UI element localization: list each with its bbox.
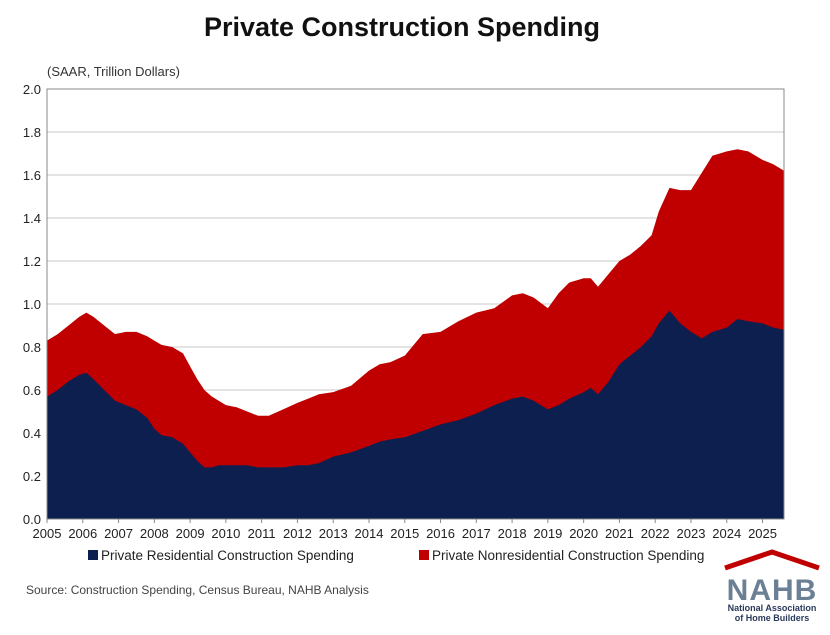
x-tick-label: 2010 — [211, 526, 240, 541]
y-tick-label: 1.8 — [23, 125, 41, 140]
x-tick-label: 2011 — [248, 526, 276, 541]
stacked-areas — [47, 149, 784, 519]
legend-item-nonresidential: Private Nonresidential Construction Spen… — [419, 548, 704, 563]
legend: Private Residential Construction Spendin… — [88, 548, 704, 563]
x-tick-label: 2015 — [390, 526, 419, 541]
x-tick-label: 2009 — [176, 526, 205, 541]
house-roof-icon — [724, 549, 820, 571]
logo-abbrev: NAHB — [727, 574, 818, 607]
x-axis-ticks: 2005 2006 2007 2008 2009 2010 2011 2012 2013 2014… — [33, 519, 777, 541]
logo-line-1: National Association — [728, 603, 817, 613]
y-tick-label: 2.0 — [23, 82, 41, 97]
y-tick-label: 0.4 — [23, 426, 41, 441]
x-tick-label: 2025 — [748, 526, 777, 541]
y-tick-label: 0.6 — [23, 383, 41, 398]
x-tick-label: 2022 — [641, 526, 670, 541]
source-note: Source: Construction Spending, Census Bu… — [26, 583, 369, 597]
x-tick-label: 2017 — [462, 526, 491, 541]
x-tick-label: 2013 — [319, 526, 348, 541]
legend-item-residential: Private Residential Construction Spendin… — [88, 548, 354, 563]
logo-line-2: of Home Builders — [735, 613, 810, 623]
legend-label-residential: Private Residential Construction Spendin… — [101, 548, 354, 563]
x-tick-label: 2005 — [33, 526, 62, 541]
y-tick-label: 1.2 — [23, 254, 41, 269]
nahb-logo: NAHB National Association of Home Builde… — [724, 549, 820, 623]
x-tick-label: 2008 — [140, 526, 169, 541]
y-axis-ticks: 0.0 0.2 0.4 0.6 0.8 1.0 1.2 1.4 1.6 1.8 2.0 — [23, 82, 41, 527]
y-tick-label: 0.0 — [23, 512, 41, 527]
x-tick-label: 2023 — [677, 526, 706, 541]
chart-title: Private Construction Spending — [204, 12, 600, 42]
x-tick-label: 2021 — [605, 526, 634, 541]
x-tick-label: 2014 — [355, 526, 384, 541]
legend-swatch-nonresidential — [419, 550, 429, 560]
legend-label-nonresidential: Private Nonresidential Construction Spen… — [432, 548, 704, 563]
y-tick-label: 1.4 — [23, 211, 41, 226]
y-tick-label: 1.6 — [23, 168, 41, 183]
legend-swatch-residential — [88, 550, 98, 560]
x-tick-label: 2018 — [498, 526, 527, 541]
x-tick-label: 2024 — [712, 526, 741, 541]
x-tick-label: 2006 — [68, 526, 97, 541]
x-tick-label: 2019 — [533, 526, 562, 541]
x-tick-label: 2007 — [104, 526, 133, 541]
y-tick-label: 0.2 — [23, 469, 41, 484]
plot-frame — [46, 88, 785, 520]
area-residential — [47, 310, 784, 519]
y-tick-label: 1.0 — [23, 297, 41, 312]
x-tick-label: 2020 — [569, 526, 598, 541]
x-tick-label: 2016 — [426, 526, 455, 541]
units-note: (SAAR, Trillion Dollars) — [47, 64, 180, 79]
y-tick-label: 0.8 — [23, 340, 41, 355]
x-tick-label: 2012 — [283, 526, 312, 541]
